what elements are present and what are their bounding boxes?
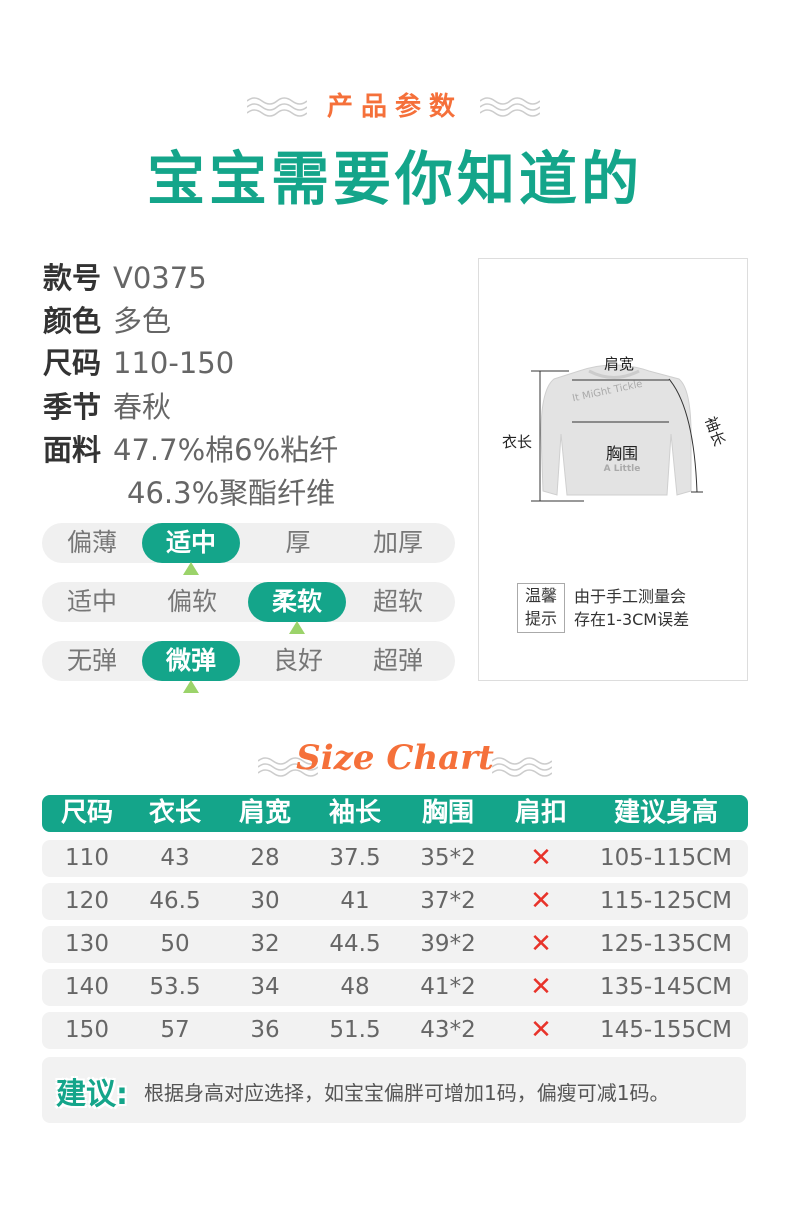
- page-title: 宝宝需要你知道的: [146, 145, 643, 213]
- table-row: 120 46.5 30 41 37*2 ✕ 115-125CM: [42, 883, 748, 920]
- length-label: 衣长: [502, 433, 532, 451]
- attribute-option: 无弹: [66, 646, 117, 675]
- table-row: 150 57 36 51.5 43*2 ✕ 145-155CM: [42, 1012, 748, 1049]
- table-cell: 尺码: [60, 798, 114, 828]
- spec-fabric-line2: 46.3%聚酯纤维: [127, 476, 336, 510]
- attribute-option: 偏薄: [66, 528, 117, 557]
- wave-decoration-icon: [480, 97, 540, 117]
- table-cell: 51.5: [329, 1017, 381, 1043]
- table-cell: 150: [65, 1017, 109, 1043]
- table-cell: 41*2: [420, 974, 476, 1000]
- table-cell: 130: [65, 931, 109, 957]
- suggestion-label: 建议:: [56, 1077, 128, 1112]
- table-row: 110 43 28 37.5 35*2 ✕ 105-115CM: [42, 840, 748, 877]
- spec-color: 颜色 多色: [43, 304, 172, 338]
- table-cell: 41: [340, 888, 370, 914]
- table-cell: 140: [65, 974, 109, 1000]
- table-cell: 110: [65, 845, 109, 871]
- section-subtitle: 产品参数: [326, 92, 463, 122]
- attribute-option: 适中: [66, 587, 117, 616]
- table-cell: 建议身高: [613, 798, 719, 828]
- table-cell: 39*2: [420, 931, 476, 957]
- attribute-option: 超软: [372, 587, 423, 616]
- table-cell: 105-115CM: [599, 845, 733, 871]
- attribute-option: 厚: [285, 528, 311, 557]
- sweater-icon: It MiGht Tickle A Little 肩宽 胸围 衣长 袖长: [502, 355, 728, 502]
- table-cell: 35*2: [420, 845, 476, 871]
- spec-model: 款号 V0375: [43, 261, 207, 295]
- cross-icon: ✕: [530, 1015, 552, 1045]
- spec-season: 季节 春秋: [43, 390, 172, 424]
- table-cell: 28: [250, 845, 280, 871]
- suggestion-text: 根据身高对应选择，如宝宝偏胖可增加1码，偏瘦可减1码。: [144, 1081, 670, 1105]
- size-chart-title: Size Chart: [296, 738, 494, 778]
- table-cell: 肩扣: [514, 798, 568, 828]
- wave-decoration-icon: [247, 97, 307, 117]
- table-cell: 衣长: [148, 798, 202, 828]
- table-header: 尺码 衣长 肩宽 袖长 胸围 肩扣 建议身高: [42, 795, 748, 832]
- table-cell: 50: [160, 931, 190, 957]
- table-cell: 115-125CM: [599, 888, 733, 914]
- attribute-option: 加厚: [372, 528, 423, 557]
- indicator-triangle-icon: [289, 621, 305, 634]
- suggestion-box: 建议: 根据身高对应选择，如宝宝偏胖可增加1码，偏瘦可减1码。: [42, 1057, 746, 1123]
- table-cell: 37.5: [329, 845, 381, 871]
- tip-text: 由于手工测量会 存在1-3CM误差: [574, 587, 690, 629]
- table-cell: 57: [160, 1017, 190, 1043]
- attribute-option: 超弹: [372, 646, 423, 675]
- wave-decoration-icon: [258, 757, 318, 777]
- table-cell: 43*2: [420, 1017, 476, 1043]
- cross-icon: ✕: [530, 972, 552, 1002]
- measurement-diagram: It MiGht Tickle A Little 肩宽 胸围 衣长 袖长 温馨提…: [478, 258, 748, 681]
- chest-label: 胸围: [606, 444, 638, 463]
- table-cell: 120: [65, 888, 109, 914]
- table-cell: 肩宽: [238, 798, 292, 828]
- spec-fabric: 面料 47.7%棉6%粘纤: [43, 433, 339, 467]
- table-cell: 袖长: [328, 798, 382, 828]
- table-row: 130 50 32 44.5 39*2 ✕ 125-135CM: [42, 926, 748, 963]
- attribute-option-selected: 微弹: [142, 641, 240, 681]
- attribute-option: 良好: [272, 646, 323, 675]
- table-cell: 30: [250, 888, 280, 914]
- table-cell: 32: [250, 931, 280, 957]
- attribute-option-selected: 适中: [142, 523, 240, 563]
- attribute-bar: 适中 偏软 柔软 超软: [42, 582, 455, 634]
- table-cell: 34: [250, 974, 280, 1000]
- attribute-option: 偏软: [166, 587, 217, 616]
- table-cell: 125-135CM: [599, 931, 733, 957]
- wave-decoration-icon: [492, 757, 552, 777]
- sleeve-label: 袖长: [701, 414, 728, 448]
- attribute-bar: 偏薄 适中 厚 加厚: [42, 523, 455, 575]
- table-cell: 145-155CM: [599, 1017, 733, 1043]
- indicator-triangle-icon: [183, 562, 199, 575]
- table-cell: 37*2: [420, 888, 476, 914]
- cross-icon: ✕: [530, 843, 552, 873]
- table-cell: 48: [340, 974, 370, 1000]
- table-cell: 44.5: [329, 931, 381, 957]
- shoulder-label: 肩宽: [604, 355, 634, 373]
- table-cell: 胸围: [421, 798, 475, 828]
- table-cell: 135-145CM: [599, 974, 733, 1000]
- indicator-triangle-icon: [183, 680, 199, 693]
- table-cell: 43: [160, 845, 190, 871]
- tip-label: 温馨 提示: [517, 583, 565, 633]
- table-cell: 36: [250, 1017, 280, 1043]
- table-row: 140 53.5 34 48 41*2 ✕ 135-145CM: [42, 969, 748, 1006]
- attribute-option-selected: 柔软: [248, 582, 346, 622]
- spec-size: 尺码 110-150: [43, 346, 235, 380]
- attribute-bar: 无弹 微弹 良好 超弹: [42, 641, 455, 693]
- cross-icon: ✕: [530, 886, 552, 916]
- print-text: A Little: [604, 464, 641, 474]
- table-cell: 53.5: [149, 974, 201, 1000]
- cross-icon: ✕: [530, 929, 552, 959]
- table-cell: 46.5: [149, 888, 201, 914]
